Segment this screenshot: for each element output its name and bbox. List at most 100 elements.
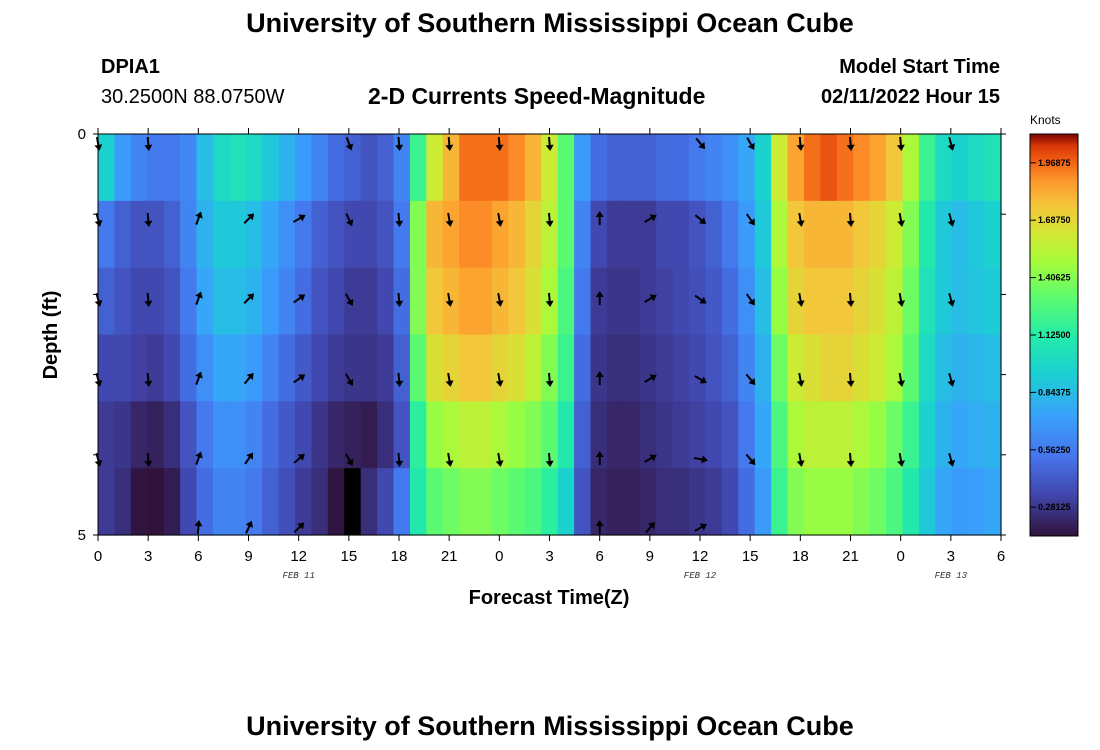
current-arrow xyxy=(293,453,305,464)
heat-cell xyxy=(245,267,263,336)
current-arrow xyxy=(545,212,554,227)
x-tick-label: 3 xyxy=(144,548,152,565)
heat-cell xyxy=(508,401,526,469)
x-tick-label: 9 xyxy=(244,548,252,565)
current-arrow xyxy=(94,136,103,151)
heat-cell xyxy=(984,267,1002,336)
heat-cell xyxy=(787,468,805,536)
heat-cell xyxy=(656,334,674,402)
current-arrow xyxy=(846,372,855,387)
current-arrow xyxy=(344,453,354,466)
current-arrow xyxy=(796,136,805,151)
x-tick-label: 18 xyxy=(391,548,408,565)
heat-cell xyxy=(951,401,969,469)
heat-cell xyxy=(278,468,296,536)
x-tick-label: 0 xyxy=(896,548,904,565)
x-tick-label: 6 xyxy=(997,548,1005,565)
heat-cell xyxy=(968,334,986,402)
heat-cell xyxy=(606,468,624,536)
heat-cell xyxy=(705,134,723,202)
colorbar-tick-label: 0.28125 xyxy=(1038,502,1071,512)
heat-cell xyxy=(163,200,181,269)
heat-cell xyxy=(606,334,624,402)
heat-cell xyxy=(623,200,641,269)
x-tick-label: 0 xyxy=(94,548,102,565)
heat-cell xyxy=(672,468,690,536)
heat-cell xyxy=(639,200,657,269)
heat-cell xyxy=(98,401,116,469)
heat-cell xyxy=(836,468,854,536)
heat-cell xyxy=(393,200,411,269)
model-start-label: Model Start Time xyxy=(839,56,1000,78)
heat-cell xyxy=(951,468,969,536)
heat-cell xyxy=(574,468,592,536)
heat-cell xyxy=(409,401,427,469)
heat-cell xyxy=(114,401,132,469)
current-arrow xyxy=(846,452,855,467)
heat-cell xyxy=(853,468,871,536)
heat-cell xyxy=(705,401,723,469)
y-axis-title: Depth (ft) xyxy=(40,291,62,380)
heat-cell xyxy=(130,401,148,469)
heat-cell xyxy=(130,334,148,402)
current-arrow xyxy=(545,452,554,467)
current-arrows xyxy=(94,136,956,535)
current-arrow xyxy=(194,520,203,535)
heat-cell xyxy=(902,401,920,469)
x-tick-label: 15 xyxy=(742,548,759,565)
heat-cell xyxy=(163,334,181,402)
heat-cell xyxy=(344,401,362,469)
heat-cell xyxy=(212,334,230,402)
heat-cell xyxy=(311,334,329,402)
current-arrow xyxy=(644,214,657,223)
heat-cell xyxy=(278,267,296,336)
current-arrow xyxy=(195,371,203,385)
current-arrow xyxy=(897,212,905,227)
heat-cell xyxy=(541,334,559,402)
heat-cell xyxy=(295,267,313,336)
heat-cell xyxy=(196,267,214,336)
heat-cell xyxy=(623,267,641,336)
heat-cell xyxy=(508,334,526,402)
x-tick-label: 3 xyxy=(947,548,955,565)
heat-cell xyxy=(262,334,280,402)
current-arrow xyxy=(693,455,708,464)
current-arrow xyxy=(244,452,254,465)
heat-cell xyxy=(327,200,345,269)
current-arrow xyxy=(293,522,305,533)
heat-cell xyxy=(360,200,378,269)
heat-cell xyxy=(918,334,936,402)
heat-cell xyxy=(245,468,263,536)
current-arrow xyxy=(897,452,905,467)
heat-cell xyxy=(180,267,198,336)
current-arrow xyxy=(796,212,805,227)
heat-cell xyxy=(951,334,969,402)
heat-cell xyxy=(524,334,542,402)
heat-cell xyxy=(902,134,920,202)
y-tick-label: 5 xyxy=(78,527,86,544)
current-arrow xyxy=(445,212,454,227)
heat-cell xyxy=(98,334,116,402)
heat-cell xyxy=(590,334,608,402)
heat-cell xyxy=(623,468,641,536)
current-arrow xyxy=(445,452,454,467)
heat-cell xyxy=(508,134,526,202)
current-arrow xyxy=(243,293,255,304)
heat-cell xyxy=(754,401,772,469)
heat-cell xyxy=(459,334,477,402)
current-arrow xyxy=(345,213,354,227)
heat-cell xyxy=(968,468,986,536)
heat-cell xyxy=(508,200,526,269)
heat-cell xyxy=(557,468,575,536)
heat-cell xyxy=(656,200,674,269)
x-tick-label: 21 xyxy=(441,548,458,565)
heat-cell xyxy=(689,401,707,469)
heat-cell xyxy=(311,267,329,336)
heat-cell xyxy=(623,134,641,202)
heat-cell xyxy=(426,334,444,402)
current-arrow xyxy=(796,372,805,387)
current-arrow xyxy=(644,374,657,383)
heat-cell xyxy=(393,134,411,202)
current-arrow xyxy=(645,521,655,534)
heat-cell xyxy=(360,401,378,469)
